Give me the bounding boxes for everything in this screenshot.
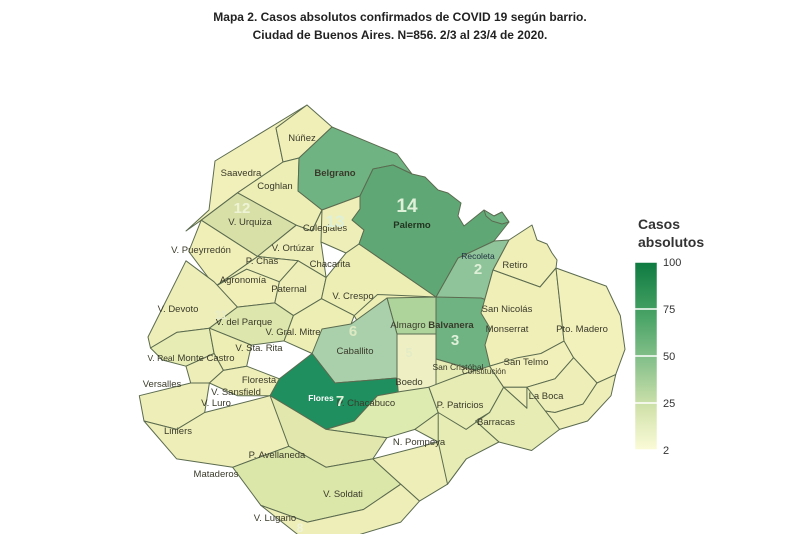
svg-text:V. Sansfield: V. Sansfield (211, 387, 261, 398)
svg-text:75: 75 (663, 304, 675, 316)
svg-text:5: 5 (405, 345, 412, 360)
svg-text:100: 100 (663, 257, 681, 269)
svg-text:Agronomía: Agronomía (220, 275, 267, 286)
svg-text:P. Chacabuco: P. Chacabuco (337, 398, 395, 409)
svg-text:V. Lugano: V. Lugano (254, 513, 296, 524)
svg-text:Palermo: Palermo (393, 220, 431, 231)
svg-text:P. Chas: P. Chas (246, 256, 279, 267)
svg-text:absolutos: absolutos (638, 234, 704, 250)
svg-text:P. Patricios: P. Patricios (437, 400, 484, 411)
svg-text:Floresta: Floresta (242, 375, 277, 386)
svg-text:Monserrat: Monserrat (486, 324, 529, 335)
svg-text:Liniers: Liniers (164, 426, 192, 437)
svg-text:V. Crespo: V. Crespo (332, 291, 373, 302)
svg-text:San Nicolás: San Nicolás (482, 304, 533, 315)
svg-text:2: 2 (663, 445, 669, 457)
svg-text:Belgrano: Belgrano (314, 168, 355, 179)
svg-text:V. Ortúzar: V. Ortúzar (272, 243, 314, 254)
svg-text:Chacarita: Chacarita (310, 259, 351, 270)
svg-text:Monte Castro: Monte Castro (177, 353, 234, 364)
svg-text:Caballito: Caballito (337, 346, 374, 357)
svg-text:50: 50 (663, 351, 675, 363)
svg-text:Mataderos: Mataderos (194, 469, 239, 480)
svg-text:V. Devoto: V. Devoto (158, 304, 199, 315)
svg-text:14: 14 (396, 196, 418, 217)
svg-text:V. Pueyrredón: V. Pueyrredón (171, 245, 231, 256)
svg-text:V. Sta. Rita: V. Sta. Rita (235, 343, 283, 354)
svg-text:Balvanera: Balvanera (428, 320, 474, 331)
svg-text:Boedo: Boedo (395, 377, 422, 388)
svg-text:V. Soldati: V. Soldati (323, 489, 363, 500)
svg-text:11: 11 (215, 308, 228, 322)
svg-text:7: 7 (336, 393, 344, 410)
svg-text:Retiro: Retiro (502, 260, 527, 271)
svg-text:Coghlan: Coghlan (257, 181, 292, 192)
svg-text:3: 3 (451, 332, 459, 349)
svg-text:La Boca: La Boca (529, 391, 565, 402)
svg-text:Recoleta: Recoleta (461, 251, 495, 261)
svg-text:2: 2 (474, 261, 482, 278)
svg-text:Flores: Flores (308, 393, 334, 403)
svg-text:13: 13 (326, 212, 345, 231)
svg-text:Paternal: Paternal (271, 284, 306, 295)
svg-text:San Telmo: San Telmo (504, 357, 549, 368)
svg-text:V. Real: V. Real (147, 353, 174, 363)
svg-text:Almagro: Almagro (390, 320, 425, 331)
svg-text:12: 12 (234, 200, 251, 217)
svg-text:V. Urquiza: V. Urquiza (228, 217, 272, 228)
svg-text:Núñez: Núñez (288, 133, 316, 144)
svg-text:25: 25 (663, 398, 675, 410)
svg-text:8: 8 (297, 521, 304, 534)
svg-text:Casos: Casos (638, 216, 680, 232)
svg-text:Constitución: Constitución (462, 367, 506, 376)
svg-text:Barracas: Barracas (477, 417, 515, 428)
svg-text:Versalles: Versalles (143, 379, 182, 390)
svg-text:Saavedra: Saavedra (221, 168, 262, 179)
svg-text:N. Pompeya: N. Pompeya (393, 437, 446, 448)
svg-text:V. Gral. Mitre: V. Gral. Mitre (265, 327, 320, 338)
svg-text:V. Luro: V. Luro (201, 398, 231, 409)
svg-text:Pto. Madero: Pto. Madero (556, 324, 608, 335)
svg-text:6: 6 (349, 323, 357, 340)
svg-text:P. Avellaneda: P. Avellaneda (249, 450, 306, 461)
